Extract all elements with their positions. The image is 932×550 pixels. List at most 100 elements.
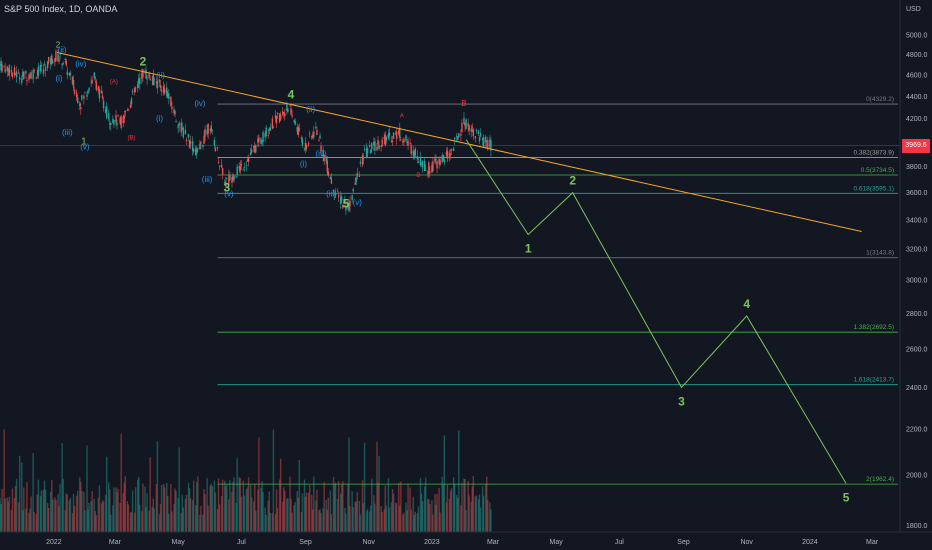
candle-body xyxy=(398,130,400,135)
candle-body xyxy=(373,141,375,146)
volume-bar xyxy=(166,482,168,532)
candle-body xyxy=(291,114,293,117)
candle-body xyxy=(318,140,320,142)
volume-bar xyxy=(315,500,317,532)
candle-body xyxy=(286,103,288,111)
candle-body xyxy=(348,202,350,211)
candle-body xyxy=(217,162,220,163)
volume-bar xyxy=(246,487,249,532)
candle-body xyxy=(210,125,212,132)
volume-bar xyxy=(283,487,285,532)
volume-bar xyxy=(133,512,136,532)
candle-body xyxy=(436,161,438,169)
volume-bar xyxy=(477,499,480,532)
volume-bar xyxy=(69,497,72,532)
fib-label: 0.618(3595.1) xyxy=(854,185,894,192)
volume-bar xyxy=(167,496,169,532)
candle-body xyxy=(1,64,3,72)
candle-body xyxy=(189,141,192,145)
volume-bar xyxy=(344,508,346,532)
projection-label: 5 xyxy=(843,490,850,504)
volume-bar xyxy=(255,510,257,532)
y-axis-unit: USD xyxy=(906,6,921,13)
volume-bar xyxy=(442,484,444,532)
candle-body xyxy=(238,166,240,169)
x-tick-label: Nov xyxy=(362,539,375,546)
y-tick-label: 2000.0 xyxy=(906,473,928,480)
volume-bar xyxy=(361,480,364,532)
volume-bar xyxy=(463,478,465,532)
candle-body xyxy=(374,140,376,151)
volume-bar xyxy=(453,483,456,532)
volume-bar xyxy=(104,494,107,532)
candle-body xyxy=(349,201,351,207)
candle-body xyxy=(218,165,221,167)
candle-body xyxy=(137,84,139,88)
candle-body xyxy=(416,155,419,160)
candle-body xyxy=(276,112,279,115)
y-tick-label: 2600.0 xyxy=(906,346,928,353)
volume-bar xyxy=(260,487,262,532)
volume-bar xyxy=(26,482,28,532)
candle-body xyxy=(30,72,32,79)
candle-body xyxy=(257,138,259,143)
volume-bar xyxy=(13,497,16,532)
volume-bar xyxy=(385,505,388,532)
volume-bar xyxy=(184,498,187,532)
candle-body xyxy=(35,77,37,79)
candle-body xyxy=(354,182,356,185)
volume-bar xyxy=(290,498,292,532)
candle-body xyxy=(37,66,40,77)
candle-body xyxy=(344,200,346,202)
candle-body xyxy=(166,87,168,96)
volume-bar xyxy=(351,491,353,532)
volume-bar xyxy=(76,490,79,532)
projection-label: 2 xyxy=(569,174,576,188)
volume-bar xyxy=(6,497,8,532)
volume-bar xyxy=(398,482,400,532)
candle-body xyxy=(284,113,286,117)
candle-body xyxy=(315,126,317,128)
volume-bar xyxy=(238,477,240,532)
candle-body xyxy=(424,170,427,171)
volume-bar xyxy=(210,483,212,532)
candle-body xyxy=(271,118,274,129)
volume-bar xyxy=(214,492,217,532)
volume-bar xyxy=(216,509,219,532)
volume-bar xyxy=(458,430,460,532)
candle-body xyxy=(438,158,440,164)
candle-body xyxy=(341,197,343,201)
volume-bar xyxy=(155,483,158,532)
volume-bar xyxy=(139,504,141,532)
volume-bar xyxy=(88,502,90,532)
candle-body xyxy=(25,71,27,74)
candle-body xyxy=(345,205,347,211)
volume-bar xyxy=(342,481,344,532)
candle-body xyxy=(191,141,194,152)
wave-label: (i) xyxy=(156,114,163,123)
candle-body xyxy=(10,69,13,73)
volume-bar xyxy=(35,514,37,532)
candle-body xyxy=(289,105,291,107)
volume-bar xyxy=(377,482,379,532)
candle-body xyxy=(464,122,466,127)
volume-bar xyxy=(145,507,147,532)
volume-bar xyxy=(410,509,412,532)
volume-bar xyxy=(452,477,455,532)
candle-body xyxy=(130,98,133,105)
volume-bar xyxy=(204,494,206,532)
volume-bar xyxy=(152,498,154,532)
candle-body xyxy=(329,176,332,179)
candle-body xyxy=(434,158,436,162)
volume-bar xyxy=(80,481,82,532)
candle-body xyxy=(279,114,282,120)
candle-body xyxy=(29,76,31,78)
volume-bar xyxy=(242,480,245,532)
candle-body xyxy=(100,90,103,93)
candle-body xyxy=(216,147,219,149)
volume-bar xyxy=(95,515,98,532)
volume-bar xyxy=(318,510,320,532)
candle-body xyxy=(65,60,67,66)
volume-bar xyxy=(436,494,438,532)
